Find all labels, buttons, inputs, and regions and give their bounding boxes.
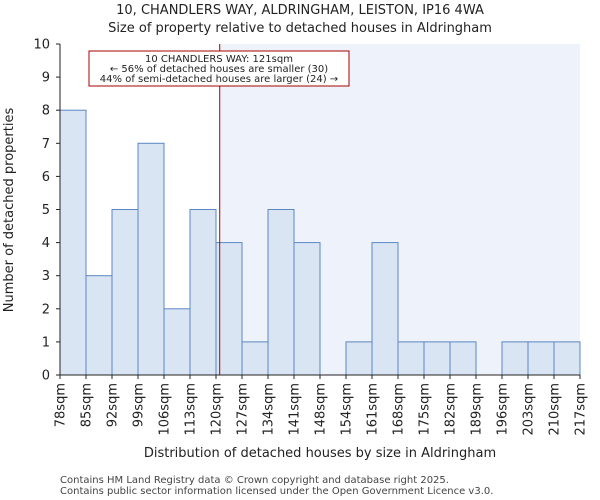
y-tick-label: 9 [42,71,50,86]
bar-161sqm [371,242,399,376]
x-tick-label: 120sqm [210,383,225,436]
x-tick-label: 85sqm [80,383,95,427]
footer-line-1: Contains HM Land Registry data © Crown c… [60,475,449,486]
y-tick-label: 6 [42,170,50,185]
x-tick-label: 92sqm [106,383,121,427]
y-tick-label: 1 [42,335,50,350]
x-tick-label: 154sqm [340,383,355,436]
bar-85sqm [85,275,113,376]
bar-203sqm [527,341,555,376]
footer-line-2: Contains public sector information licen… [60,486,493,497]
x-tick-label: 168sqm [392,383,407,436]
x-tick-label: 182sqm [444,383,459,436]
y-tick-label: 2 [42,302,50,317]
bar-120sqm [215,242,243,376]
x-tick-label: 106sqm [158,383,173,436]
bar-92sqm [111,209,139,376]
annotation-line-1: 10 CHANDLERS WAY: 121sqm [145,54,293,65]
bar-141sqm [293,242,321,376]
chart-subtitle: Size of property relative to detached ho… [108,21,492,36]
y-axis-label: Number of detached properties [2,108,17,313]
x-tick-label: 113sqm [184,383,199,436]
bar-154sqm [345,341,373,376]
x-tick-label: 161sqm [366,383,381,436]
bar-99sqm [137,142,165,376]
bar-78sqm [59,109,87,376]
bar-168sqm [397,341,425,376]
y-tick-label: 0 [42,369,50,384]
x-tick-label: 78sqm [54,383,69,427]
bar-134sqm [267,209,295,376]
bar-196sqm [501,341,529,376]
y-tick-label: 10 [33,38,50,53]
chart-title: 10, CHANDLERS WAY, ALDRINGHAM, LEISTON, … [116,3,484,18]
annotation-line-2: ← 56% of detached houses are smaller (30… [110,64,328,75]
x-tick-label: 127sqm [236,383,251,436]
bar-182sqm [449,341,477,376]
x-tick-label: 210sqm [548,383,563,436]
annotation-line-3: 44% of semi-detached houses are larger (… [100,74,338,85]
x-tick-label: 175sqm [418,383,433,436]
bar-210sqm [553,341,581,376]
x-tick-label: 217sqm [574,383,589,436]
annotation-box: 10 CHANDLERS WAY: 121sqm ← 56% of detach… [88,50,350,87]
x-tick-label: 141sqm [288,383,303,436]
x-tick-label: 148sqm [314,383,329,436]
annotation-frame [88,50,350,87]
y-tick-label: 3 [42,269,50,284]
x-tick-label: 203sqm [522,383,537,436]
x-tick-label: 196sqm [496,383,511,436]
x-axis-label: Distribution of detached houses by size … [144,446,496,461]
bar-127sqm [241,341,269,376]
bar-113sqm [189,209,217,376]
y-tick-label: 8 [42,104,50,119]
x-tick-label: 134sqm [262,383,277,436]
y-tick-label: 7 [42,137,50,152]
y-tick-label: 5 [42,203,50,218]
x-tick-label: 189sqm [470,383,485,436]
bar-106sqm [163,308,191,376]
x-tick-label: 99sqm [132,383,147,427]
bar-175sqm [423,341,451,376]
y-tick-label: 4 [42,236,50,251]
